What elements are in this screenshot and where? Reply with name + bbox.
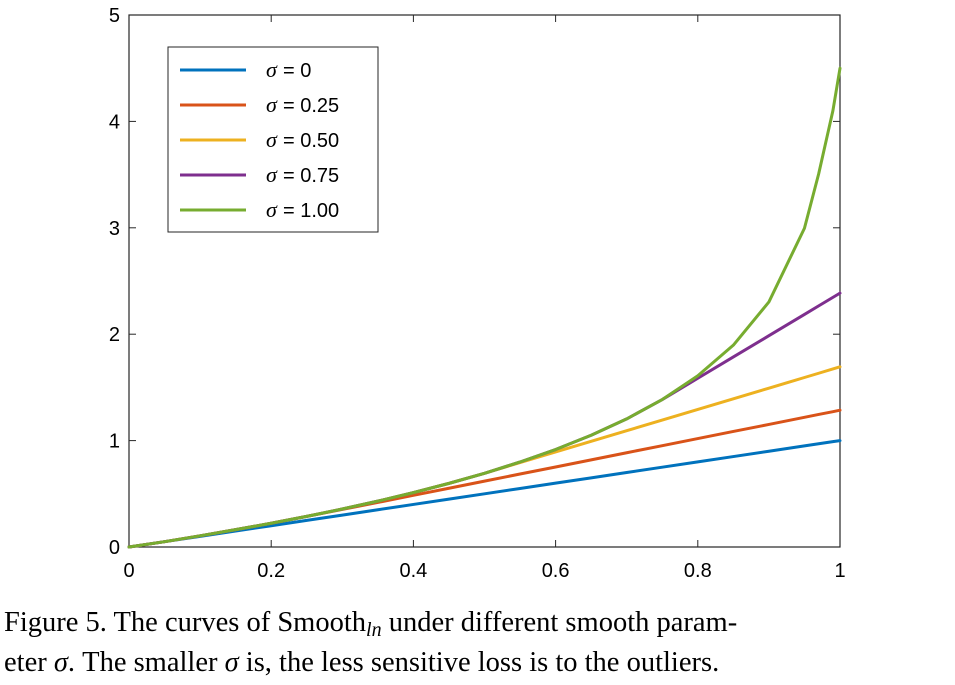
caption-line1-suffix: under different smooth param- [381, 607, 738, 638]
series-line-1 [127, 439, 842, 549]
legend-symbol-5: σ [266, 197, 278, 222]
x-tick-label: 0.4 [399, 560, 427, 582]
y-tick-label: 1 [109, 431, 120, 453]
caption-line-2: eter σ. The smaller σ is, the less sensi… [4, 644, 952, 681]
y-tick-label: 3 [109, 218, 120, 240]
figure-caption: Figure 5. The curves of Smoothln under d… [4, 604, 952, 681]
caption-sigma-1: σ [53, 647, 68, 678]
axis-ticks: 0 0.2 0.4 0.6 0.8 1 0 1 2 3 4 5 [109, 5, 846, 582]
legend-label-2: = 0.25 [283, 95, 339, 117]
caption-function: Smooth [277, 607, 367, 638]
legend-symbol-4: σ [266, 162, 278, 187]
x-tick-label: 1 [834, 560, 845, 582]
y-tick-label: 5 [109, 5, 120, 27]
y-tick-label: 4 [109, 111, 120, 133]
legend-symbol-2: σ [266, 92, 278, 117]
caption-prefix: Figure 5. The curves of [4, 607, 278, 638]
legend-symbol-3: σ [266, 127, 278, 152]
x-tick-label: 0.6 [542, 560, 570, 582]
caption-line-1: Figure 5. The curves of Smoothln under d… [4, 604, 952, 644]
caption-line2-b: . The smaller [67, 647, 225, 678]
caption-line2-c: is, the less sensitive loss is to the ou… [238, 647, 720, 678]
legend-label-3: = 0.50 [283, 130, 339, 152]
legend: σ = 0σ = 0.25σ = 0.50σ = 0.75σ = 1.00 [167, 46, 379, 233]
y-tick-label: 0 [109, 537, 120, 559]
x-tick-label: 0.2 [257, 560, 285, 582]
x-tick-label: 0 [123, 560, 134, 582]
caption-function-subscript: ln [366, 619, 382, 641]
y-tick-label: 2 [109, 324, 120, 346]
caption-line2-a: eter [4, 647, 54, 678]
legend-label-4: = 0.75 [283, 165, 339, 187]
legend-symbol-1: σ [266, 57, 278, 82]
caption-sigma-2: σ [224, 647, 239, 678]
series-lines [127, 66, 842, 549]
legend-label-5: = 1.00 [283, 200, 339, 222]
legend-label-1: = 0 [283, 60, 311, 82]
series-line-5 [127, 66, 842, 549]
x-tick-label: 0.8 [684, 560, 712, 582]
